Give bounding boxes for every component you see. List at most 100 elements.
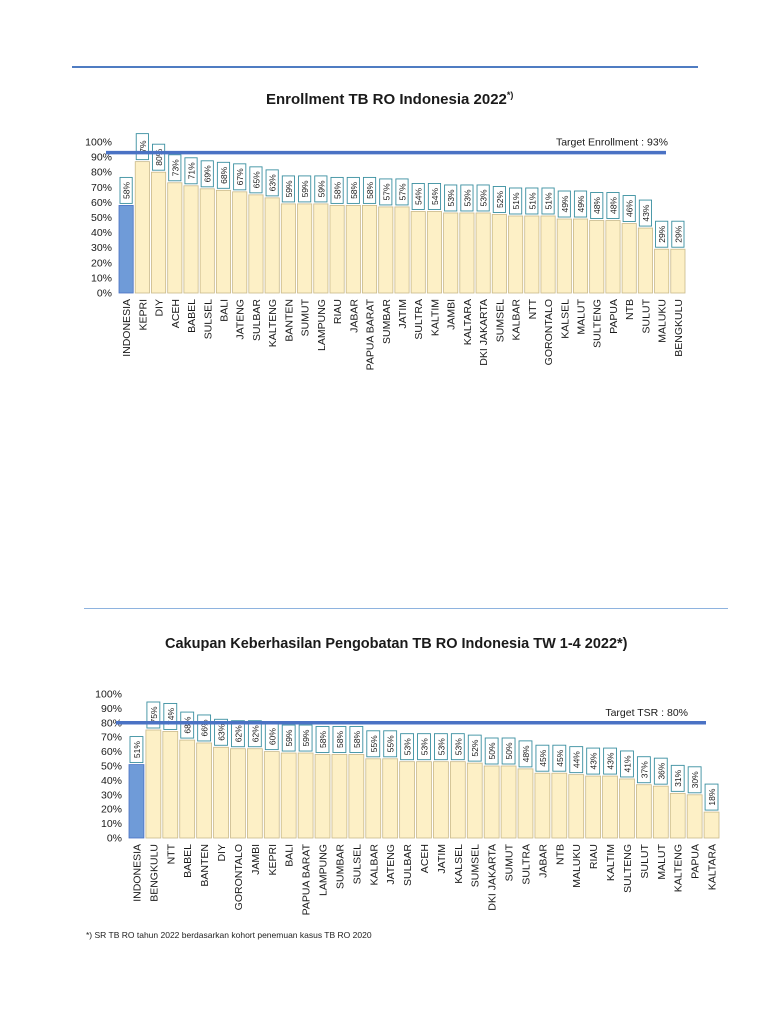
bar — [670, 248, 686, 294]
data-label: 29% — [657, 225, 667, 242]
data-label: 57% — [381, 183, 391, 200]
bar — [637, 227, 653, 294]
data-label: 53% — [479, 189, 489, 206]
bar — [475, 212, 491, 294]
bar — [196, 742, 212, 839]
data-label: 48% — [592, 197, 602, 214]
data-label: 53% — [453, 738, 463, 755]
data-label-box — [216, 161, 231, 189]
bar — [151, 171, 167, 294]
category-label: SUMBAR — [334, 844, 346, 889]
category-label: SULTRA — [520, 844, 532, 885]
data-label: 58% — [335, 731, 345, 748]
y-tick-label: 80% — [101, 717, 122, 729]
data-label-box — [314, 175, 328, 203]
target-label: Target TSR : 80% — [605, 707, 688, 719]
data-label: 52% — [495, 191, 505, 208]
bar — [602, 775, 618, 839]
y-tick-label: 20% — [91, 257, 112, 269]
y-tick-label: 20% — [101, 804, 122, 816]
bar — [636, 784, 652, 839]
treatment-success-chart: 100% 90% 80% 70% 60% 50% 40% 30% 20% 10% 0% 51% INDO… — [95, 689, 720, 915]
y-tick-label: 0% — [107, 833, 122, 845]
chart-title-enrollment: Enrollment TB RO Indonesia 2022*) — [266, 90, 514, 108]
bar — [183, 185, 199, 294]
data-label-box — [501, 737, 516, 765]
category-label: JATENG — [385, 844, 397, 885]
bar — [329, 205, 345, 294]
bar — [443, 212, 459, 294]
category-label: BENGKULU — [148, 844, 160, 902]
data-label-box — [249, 166, 263, 194]
data-label: 62% — [250, 725, 260, 742]
data-label: 29% — [673, 225, 683, 242]
bar — [314, 754, 331, 839]
bar — [215, 189, 232, 294]
bar — [179, 739, 196, 839]
data-label-box — [315, 726, 330, 753]
mid-divider — [84, 608, 728, 609]
bar — [382, 758, 399, 839]
data-label: 36% — [656, 762, 666, 779]
data-label: 43% — [606, 752, 616, 769]
data-label-box — [484, 737, 499, 765]
bar — [703, 811, 720, 839]
category-label: ACEH — [419, 844, 431, 873]
bar — [483, 765, 500, 839]
bar — [280, 203, 296, 294]
bar — [500, 765, 517, 839]
y-tick-label: 90% — [101, 703, 122, 715]
data-label-box — [427, 183, 442, 210]
category-label: KALTARA — [462, 299, 474, 345]
data-label-box — [460, 184, 474, 212]
bar — [619, 778, 635, 839]
data-label-box — [653, 757, 668, 785]
bar — [508, 215, 524, 294]
category-label: SUMBAR — [381, 299, 393, 344]
category-label: JAMBI — [446, 299, 458, 330]
category-label: KALTIM — [605, 844, 617, 881]
bar — [213, 746, 229, 839]
data-label-box — [636, 756, 651, 784]
data-label: 45% — [538, 749, 548, 766]
y-tick-label: 0% — [97, 288, 112, 300]
category-label: BENGKULU — [673, 299, 685, 357]
data-label-box — [247, 720, 262, 748]
data-label-box — [417, 733, 431, 761]
data-label: 55% — [386, 735, 396, 752]
data-label: 50% — [487, 742, 497, 759]
data-label: 30% — [690, 771, 700, 788]
data-label: 44% — [572, 751, 582, 768]
category-label: SULUT — [639, 843, 651, 878]
category-label: PAPUA — [690, 844, 702, 879]
data-label: 80% — [154, 148, 164, 165]
data-label: 67% — [235, 168, 245, 185]
data-label: 59% — [316, 180, 326, 197]
data-label-box — [476, 184, 490, 212]
bar — [433, 761, 449, 839]
data-label: 37% — [639, 761, 649, 778]
data-label: 60% — [267, 728, 277, 745]
category-label: KALBAR — [368, 844, 380, 886]
category-label: NTB — [554, 844, 566, 865]
data-label-box — [330, 176, 344, 204]
category-label: JABAR — [348, 299, 360, 333]
bar — [232, 191, 248, 294]
data-label-box — [655, 220, 669, 248]
data-label-box — [383, 730, 398, 758]
data-label: 57% — [398, 183, 408, 200]
category-label: BABEL — [186, 299, 198, 333]
data-label-box — [366, 730, 381, 758]
category-label: NTB — [624, 299, 636, 320]
footnote: *) SR TB RO tahun 2022 berdasarkan kohor… — [86, 930, 372, 940]
data-label-box — [573, 190, 588, 218]
bar — [449, 761, 466, 839]
bar — [540, 215, 556, 294]
category-label: JATENG — [235, 299, 247, 340]
y-tick-label: 40% — [101, 775, 122, 787]
data-label: 49% — [576, 195, 586, 212]
category-label: KALTIM — [429, 299, 441, 336]
data-label: 45% — [555, 749, 565, 766]
data-label-box — [152, 143, 166, 171]
data-label-box — [492, 186, 506, 213]
